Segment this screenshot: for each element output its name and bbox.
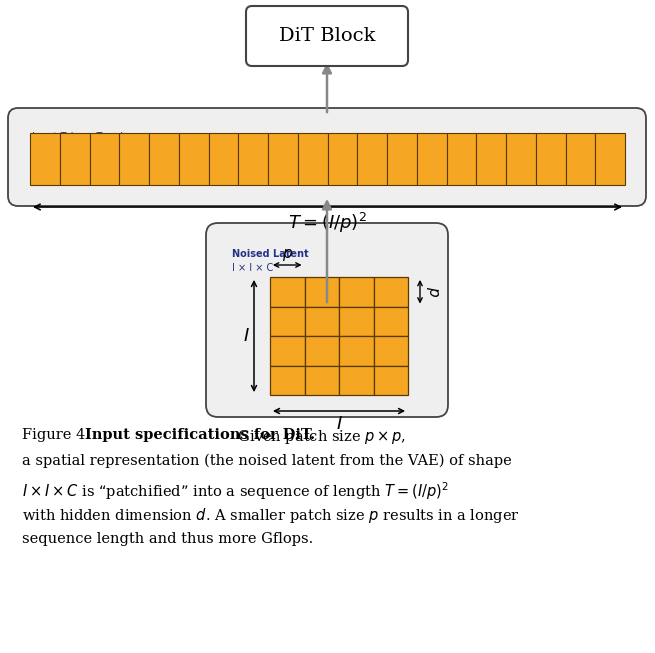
Text: Given patch size $p \times p$,: Given patch size $p \times p$, (233, 428, 406, 446)
Bar (506, 133, 536, 185)
Bar (298, 133, 328, 185)
Bar (149, 133, 179, 185)
Text: $I \times I \times C$ is “patchified” into a sequence of length $T = (I/p)^2$: $I \times I \times C$ is “patchified” in… (22, 480, 449, 502)
Bar (238, 133, 268, 185)
Text: sequence length and thus more Gflops.: sequence length and thus more Gflops. (22, 532, 313, 546)
Bar (447, 133, 476, 185)
FancyBboxPatch shape (8, 108, 646, 206)
Bar (373, 366, 408, 395)
Bar (305, 336, 339, 366)
FancyBboxPatch shape (206, 223, 448, 417)
Bar (268, 133, 298, 185)
Text: a spatial representation (the noised latent from the VAE) of shape: a spatial representation (the noised lat… (22, 454, 512, 468)
Bar (387, 133, 417, 185)
Text: I × I × C: I × I × C (232, 263, 273, 273)
Text: with hidden dimension $d$. A smaller patch size $p$ results in a longer: with hidden dimension $d$. A smaller pat… (22, 506, 520, 525)
Bar (373, 306, 408, 336)
Text: Figure 4.: Figure 4. (22, 428, 97, 442)
Bar (417, 133, 447, 185)
Text: $p$: $p$ (282, 247, 293, 263)
Bar (339, 336, 373, 366)
Bar (595, 133, 625, 185)
Bar (373, 277, 408, 306)
Bar (208, 133, 238, 185)
Bar (270, 277, 305, 306)
Text: $T = (I/p)^2$: $T = (I/p)^2$ (288, 211, 367, 235)
Text: Noised Latent: Noised Latent (232, 249, 309, 259)
Bar (305, 366, 339, 395)
Bar (339, 306, 373, 336)
Bar (328, 133, 357, 185)
Bar (339, 277, 373, 306)
Text: $I$: $I$ (242, 327, 250, 345)
Text: Input Tokens T × d: Input Tokens T × d (32, 132, 123, 142)
Bar (476, 133, 506, 185)
Bar (270, 336, 305, 366)
Bar (339, 366, 373, 395)
Bar (90, 133, 119, 185)
Bar (119, 133, 149, 185)
Text: DiT Block: DiT Block (279, 27, 375, 45)
Bar (565, 133, 595, 185)
Bar (270, 306, 305, 336)
Text: Input specifications for DiT.: Input specifications for DiT. (85, 428, 315, 442)
Bar (536, 133, 565, 185)
Bar (179, 133, 208, 185)
Bar (30, 133, 60, 185)
FancyBboxPatch shape (246, 6, 408, 66)
Text: $p$: $p$ (424, 286, 440, 297)
Bar (357, 133, 387, 185)
Bar (60, 133, 90, 185)
Bar (373, 336, 408, 366)
Bar (305, 277, 339, 306)
Bar (270, 366, 305, 395)
Bar (305, 306, 339, 336)
Text: $I$: $I$ (335, 415, 343, 433)
